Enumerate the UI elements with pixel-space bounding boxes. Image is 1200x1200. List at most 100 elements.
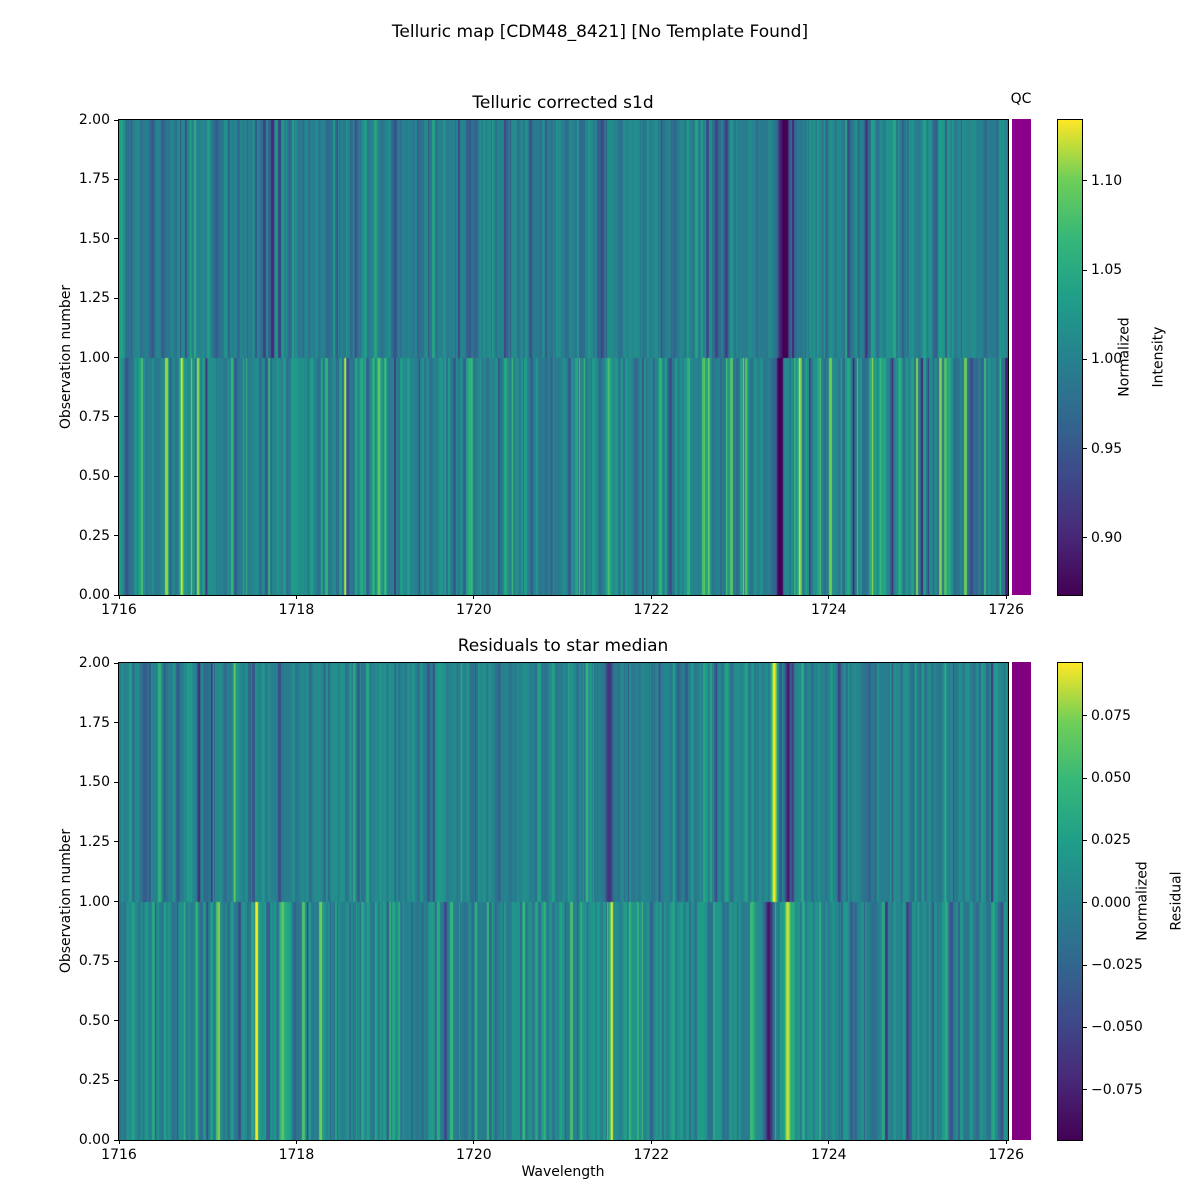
x-axis-label: Wavelength xyxy=(521,1164,605,1180)
x-tick-label: 1722 xyxy=(633,602,670,618)
y-tick-mark xyxy=(114,781,118,783)
x-tick-label: 1716 xyxy=(101,1147,137,1163)
y-tick-mark xyxy=(114,238,118,240)
x-tick-label: 1716 xyxy=(101,602,137,618)
y-tick-mark xyxy=(114,475,118,477)
colorbar-tick-mark xyxy=(1083,537,1087,539)
colorbar-tick-label: 0.050 xyxy=(1091,770,1132,787)
y-tick-label: 0.25 xyxy=(78,1072,110,1089)
colorbar-tick-mark xyxy=(1083,1026,1087,1028)
y-tick-mark xyxy=(114,1079,118,1081)
y-tick-label: 1.25 xyxy=(78,290,110,307)
panel1-title: Telluric corrected s1d xyxy=(472,93,654,113)
y-tick-label: 1.50 xyxy=(78,774,110,791)
x-tick-label: 1718 xyxy=(278,1147,315,1163)
x-tick-label: 1724 xyxy=(810,1147,847,1163)
y-tick-label: 1.50 xyxy=(78,230,110,247)
x-tick-mark xyxy=(1005,595,1007,599)
panel1-colorbar-label: Normalized Intensity xyxy=(1117,317,1168,396)
colorbar-tick-label: −0.025 xyxy=(1091,957,1143,974)
y-tick-label: 0.75 xyxy=(78,953,110,970)
colorbar-tick-mark xyxy=(1083,448,1087,450)
panel2-qc-strip xyxy=(1012,662,1031,1140)
panel2-plot-area xyxy=(118,662,1009,1141)
colorbar-tick-label: 0.90 xyxy=(1091,529,1123,546)
y-tick-mark xyxy=(114,841,118,843)
x-tick-label: 1726 xyxy=(988,1147,1025,1163)
y-tick-mark xyxy=(114,1020,118,1022)
x-tick-label: 1718 xyxy=(278,602,315,618)
x-tick-mark xyxy=(473,595,475,599)
panel2-colorbar-label: Normalized Residual xyxy=(1135,861,1186,940)
y-tick-label: 1.75 xyxy=(78,171,110,188)
y-tick-label: 0.50 xyxy=(78,468,110,485)
colorbar-tick-mark xyxy=(1083,180,1087,182)
panel2-colorbar-label-line2: Residual xyxy=(1168,871,1185,931)
y-tick-mark xyxy=(114,722,118,724)
colorbar-tick-mark xyxy=(1083,964,1087,966)
x-tick-label: 1720 xyxy=(456,1147,492,1163)
panel2-title: Residuals to star median xyxy=(457,636,669,656)
panel1-colorbar xyxy=(1057,119,1083,596)
y-tick-mark xyxy=(114,178,118,180)
y-tick-label: 0.25 xyxy=(78,527,110,544)
colorbar-tick-label: 1.00 xyxy=(1091,351,1123,368)
y-tick-label: 2.00 xyxy=(78,655,110,671)
colorbar-tick-label: −0.075 xyxy=(1091,1081,1143,1098)
x-tick-mark xyxy=(118,1140,120,1144)
panel1-qc-header: QC xyxy=(1010,91,1032,107)
colorbar-tick-label: −0.050 xyxy=(1091,1019,1143,1036)
y-tick-mark xyxy=(114,594,118,596)
colorbar-tick-mark xyxy=(1083,902,1087,904)
x-tick-mark xyxy=(118,595,120,599)
panel2-colorbar xyxy=(1057,662,1083,1141)
colorbar-tick-mark xyxy=(1083,1089,1087,1091)
x-tick-label: 1726 xyxy=(988,602,1025,618)
y-tick-mark xyxy=(114,535,118,537)
colorbar-tick-label: 0.95 xyxy=(1091,440,1123,457)
panel2-colorbar-label-line1: Normalized xyxy=(1134,861,1151,941)
panel2-heatmap-canvas xyxy=(119,663,1008,1140)
figure-title: Telluric map [CDM48_8421] [No Template F… xyxy=(391,22,809,42)
y-tick-label: 0.50 xyxy=(78,1012,110,1029)
y-tick-label: 0.75 xyxy=(78,408,110,425)
y-tick-mark xyxy=(114,416,118,418)
y-tick-label: 0.00 xyxy=(78,1132,110,1148)
colorbar-tick-mark xyxy=(1083,839,1087,841)
x-tick-mark xyxy=(828,1140,830,1144)
x-tick-mark xyxy=(295,1140,297,1144)
y-tick-label: 1.25 xyxy=(78,833,110,850)
panel1-colorbar-label-line2: Intensity xyxy=(1150,326,1167,388)
y-tick-mark xyxy=(114,297,118,299)
colorbar-tick-label: 1.05 xyxy=(1091,262,1123,278)
colorbar-tick-mark xyxy=(1083,715,1087,717)
y-tick-label: 1.75 xyxy=(78,714,110,731)
colorbar-tick-label: 1.10 xyxy=(1091,172,1123,189)
colorbar-tick-label: 0.000 xyxy=(1091,894,1132,911)
y-tick-label: 1.00 xyxy=(78,893,110,910)
y-tick-label: 1.00 xyxy=(78,349,110,366)
colorbar-tick-mark xyxy=(1083,358,1087,360)
x-tick-mark xyxy=(1005,1140,1007,1144)
colorbar-tick-mark xyxy=(1083,269,1087,271)
x-tick-label: 1720 xyxy=(456,602,492,618)
colorbar-tick-mark xyxy=(1083,777,1087,779)
y-tick-mark xyxy=(114,119,118,121)
y-tick-mark xyxy=(114,901,118,902)
x-tick-mark xyxy=(473,1140,475,1144)
x-tick-label: 1724 xyxy=(810,602,847,618)
panel1-heatmap-canvas xyxy=(119,120,1008,595)
colorbar-tick-label: 0.075 xyxy=(1091,707,1132,724)
y-tick-label: 2.00 xyxy=(78,112,110,128)
y-tick-mark xyxy=(114,662,118,664)
x-tick-mark xyxy=(650,595,652,599)
x-tick-mark xyxy=(828,595,830,599)
y-tick-mark xyxy=(114,960,118,962)
panel1-plot-area xyxy=(118,119,1009,596)
y-tick-mark xyxy=(114,1139,118,1141)
y-tick-mark xyxy=(114,357,118,358)
panel1-qc-strip xyxy=(1012,119,1031,595)
colorbar-tick-label: 0.025 xyxy=(1091,832,1132,849)
y-tick-label: 0.00 xyxy=(78,587,110,603)
